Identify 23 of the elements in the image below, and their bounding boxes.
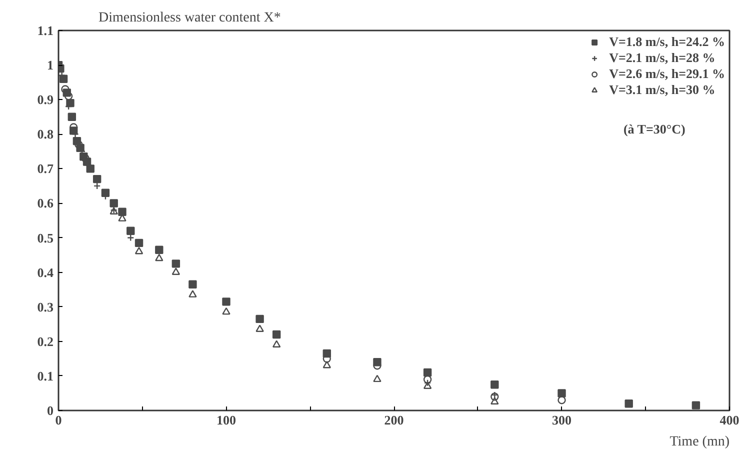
y-tick-label: 0.6 xyxy=(37,196,54,211)
annotation: (à T=30°C) xyxy=(623,122,686,136)
y-tick-label: 0.2 xyxy=(37,334,54,349)
y-tick-label: 1 xyxy=(47,58,54,73)
legend-label: V=3.1 m/s, h=30 % xyxy=(609,82,716,98)
x-tick-label: 100 xyxy=(216,412,236,428)
x-tick-label: 200 xyxy=(384,412,404,428)
y-tick-label: 0.3 xyxy=(37,299,54,314)
y-axis-title: Dimensionless water content X* xyxy=(98,10,281,26)
x-axis-title: Time (mn) xyxy=(670,434,730,450)
x-tick-label: 400 xyxy=(720,412,740,428)
y-tick-label: 0.7 xyxy=(37,161,54,176)
legend-label: V=2.6 m/s, h=29.1 % xyxy=(609,66,725,82)
y-tick-label: 0.4 xyxy=(37,264,54,280)
y-tick-label: 0 xyxy=(47,403,54,418)
legend-label: V=2.1 m/s, h=28 % xyxy=(609,50,716,66)
y-tick-label: 1.1 xyxy=(37,23,54,38)
y-tick-label: 0.8 xyxy=(37,126,54,142)
y-tick-label: 0.5 xyxy=(37,230,54,246)
y-tick-label: 0.1 xyxy=(37,368,54,384)
x-tick-label: 300 xyxy=(552,412,572,428)
y-tick-label: 0.9 xyxy=(37,92,54,108)
legend-label: V=1.8 m/s, h=24.2 % xyxy=(609,34,725,50)
